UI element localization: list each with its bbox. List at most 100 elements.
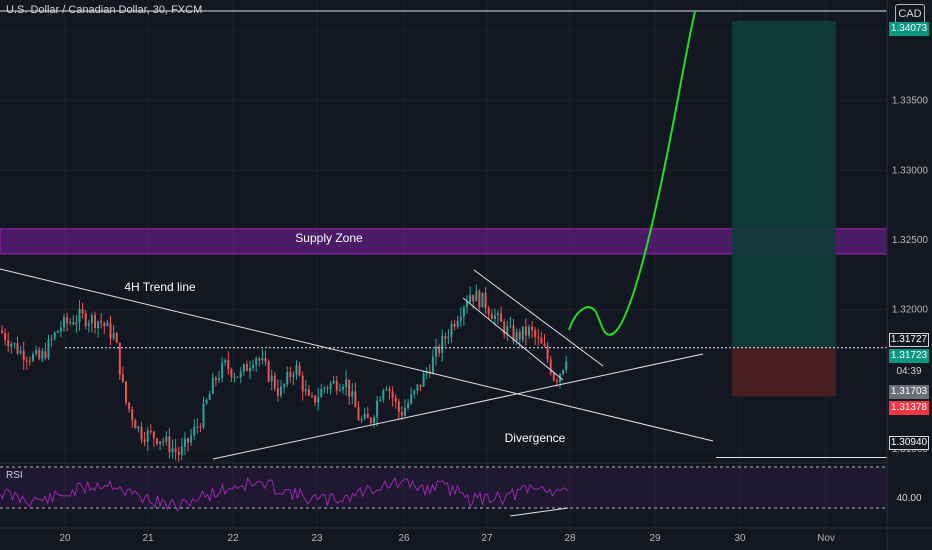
x-tick-label: 21 — [142, 533, 154, 544]
candle-body — [128, 402, 131, 410]
candle-body — [165, 436, 168, 442]
y-tick-label: 1.33500 — [892, 96, 929, 107]
candle-body — [447, 336, 450, 339]
candle-body — [301, 375, 304, 392]
candle-body — [388, 389, 391, 392]
price-tag-current: 1.31723 — [889, 349, 929, 363]
candle-body — [171, 448, 174, 453]
currency-button[interactable]: CAD — [895, 4, 925, 24]
candle-body — [56, 330, 59, 333]
candle-body — [205, 399, 208, 404]
candle-body — [106, 322, 109, 327]
candle-body — [87, 323, 90, 326]
candle-body — [38, 350, 41, 359]
candle-body — [354, 391, 357, 408]
candle-body — [28, 360, 31, 362]
price-tag-level-4: 1.30940 — [889, 436, 929, 450]
candle-body — [10, 343, 13, 347]
y-tick-label: 1.32500 — [892, 235, 929, 246]
candle-body — [149, 430, 152, 432]
candle-body — [162, 441, 165, 443]
candle-body — [431, 356, 434, 374]
candle-body — [565, 361, 568, 371]
candle-body — [63, 316, 65, 328]
candle-body — [69, 322, 72, 324]
x-tick-label: Nov — [817, 533, 835, 544]
x-tick-label: 27 — [481, 533, 493, 544]
divergence-label: Divergence — [505, 431, 566, 445]
rsi-label: RSI — [6, 470, 23, 481]
candle-body — [239, 371, 242, 378]
candle-body — [348, 379, 351, 397]
candle-body — [462, 307, 465, 317]
rsi-divergence-line — [509, 507, 569, 517]
candle-body — [273, 375, 276, 389]
candle-body — [466, 302, 468, 308]
x-tick-label: 20 — [59, 533, 71, 544]
candle-body — [537, 336, 540, 338]
candle-body — [481, 292, 484, 308]
candle-body — [1, 330, 3, 333]
candle-body — [156, 438, 158, 445]
candle-body — [218, 378, 220, 380]
candle-body — [193, 426, 196, 436]
candle-body — [450, 323, 453, 337]
annotation-labels: Supply Zone 4H Trend line Divergence — [124, 231, 565, 445]
candle-body — [227, 360, 230, 370]
candle-body — [199, 426, 202, 428]
rsi-pane — [0, 466, 887, 517]
rsi-band — [0, 467, 887, 508]
candle-body — [369, 418, 372, 423]
candle-body — [366, 413, 369, 419]
candle-body — [493, 315, 496, 320]
candle-body — [249, 367, 251, 371]
candle-body — [307, 389, 310, 396]
candle-body — [233, 376, 236, 378]
candle-body — [419, 384, 422, 387]
candle-body — [531, 326, 534, 331]
candle-body — [100, 321, 103, 323]
candle-body — [292, 374, 295, 377]
drawings — [0, 10, 887, 460]
candle-body — [121, 374, 124, 382]
candle-body — [373, 417, 375, 423]
candle-body — [97, 321, 100, 329]
candle-body — [280, 386, 282, 396]
candle-body — [131, 409, 134, 421]
trend-line-label: 4H Trend line — [124, 280, 196, 294]
candles — [1, 284, 568, 462]
rising-trend-line — [212, 353, 704, 460]
candle-body — [255, 358, 258, 366]
trend-line-4h — [0, 268, 714, 442]
candle-body — [90, 315, 93, 324]
candle-body — [202, 403, 205, 428]
candle-body — [376, 400, 379, 418]
stop-zone-rect — [732, 347, 836, 397]
candle-body — [435, 346, 437, 357]
candle-body — [143, 439, 146, 442]
candle-body — [320, 388, 323, 398]
candle-body — [4, 332, 7, 341]
candle-body — [59, 327, 62, 331]
candle-body — [109, 322, 112, 339]
candle-body — [224, 360, 227, 363]
candle-body — [50, 338, 53, 340]
candle-body — [549, 359, 552, 374]
zones — [0, 20, 888, 397]
candle-body — [342, 386, 344, 390]
candle-body — [270, 375, 273, 382]
candle-body — [379, 399, 382, 401]
candle-body — [394, 397, 397, 402]
candle-body — [528, 326, 530, 336]
candle-body — [400, 412, 403, 416]
candle-body — [332, 380, 335, 384]
candle-body — [118, 342, 121, 375]
candle-body — [19, 350, 22, 354]
candle-body — [112, 333, 115, 339]
candle-body — [187, 438, 189, 443]
candle-body — [75, 322, 78, 325]
candle-body — [16, 343, 19, 354]
candle-body — [540, 337, 543, 344]
x-tick-label: 28 — [564, 533, 576, 544]
